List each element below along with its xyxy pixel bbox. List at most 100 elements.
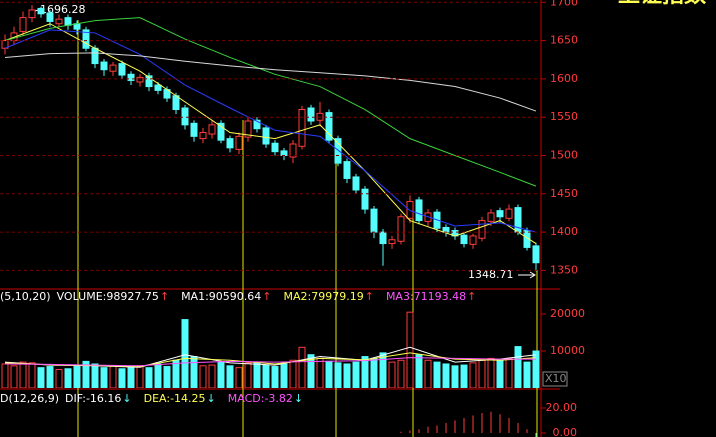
y-tick-label: 1500 bbox=[550, 148, 578, 161]
legend-arrow: ↑ bbox=[467, 290, 476, 303]
y-tick-label: 20.00 bbox=[546, 401, 578, 414]
legend-text: MA1:90590.64 bbox=[181, 290, 261, 303]
candle-body bbox=[145, 75, 153, 88]
ma-line bbox=[4, 29, 537, 233]
candle-body bbox=[82, 29, 90, 49]
candle-body bbox=[190, 122, 198, 137]
ma-line bbox=[4, 357, 536, 367]
volume-bar bbox=[451, 365, 459, 388]
volume-bar bbox=[478, 359, 486, 388]
legend-arrow: ↓ bbox=[294, 392, 303, 405]
volume-bar bbox=[136, 365, 144, 388]
volume-bar bbox=[271, 366, 279, 388]
volume-bar bbox=[343, 363, 351, 388]
volume-bar bbox=[154, 363, 162, 388]
legend-text: MA2:79979.19 bbox=[284, 290, 364, 303]
candle-body bbox=[100, 61, 108, 71]
volume-bar bbox=[253, 361, 261, 388]
candle-body bbox=[28, 9, 36, 19]
volume-bar bbox=[109, 365, 117, 388]
candle-body bbox=[415, 199, 423, 222]
legend-arrow: ↑ bbox=[160, 290, 169, 303]
legend-text: DIF:-16.16 bbox=[65, 392, 121, 405]
volume-bar bbox=[28, 362, 36, 388]
candle-body bbox=[469, 235, 477, 245]
macd-panel bbox=[400, 411, 537, 437]
candle-body bbox=[109, 64, 117, 72]
price-panel bbox=[1, 5, 540, 272]
candle-body bbox=[235, 135, 243, 150]
volume-bar bbox=[262, 364, 270, 388]
volume-bar bbox=[505, 357, 513, 388]
candle-body bbox=[307, 107, 315, 122]
y-tick-label: 1450 bbox=[550, 187, 578, 200]
y-tick-label: 0.00 bbox=[553, 426, 578, 437]
candle-body bbox=[343, 161, 351, 179]
candle-body bbox=[460, 234, 468, 245]
candle-body bbox=[361, 188, 369, 210]
candle-body bbox=[217, 122, 225, 141]
candle-body bbox=[199, 132, 207, 140]
candle-body bbox=[280, 150, 288, 156]
volume-bar bbox=[316, 357, 324, 388]
volume-bar bbox=[496, 359, 504, 388]
ma-line bbox=[4, 52, 537, 112]
volume-bar bbox=[406, 311, 414, 388]
candle-body bbox=[244, 120, 252, 138]
candle-body bbox=[478, 220, 486, 239]
candle-body bbox=[118, 63, 126, 76]
candle-body bbox=[64, 17, 72, 26]
volume-bar bbox=[415, 354, 423, 388]
candle-body bbox=[181, 107, 189, 126]
volume-bar bbox=[325, 360, 333, 388]
volume-bar bbox=[199, 365, 207, 388]
low-annotation: 1348.71 bbox=[468, 268, 514, 281]
candle-body bbox=[532, 245, 540, 264]
candle-body bbox=[496, 210, 504, 218]
legend-text: DEA:-14.25 bbox=[144, 392, 206, 405]
unit-box bbox=[542, 371, 568, 387]
candle-body bbox=[442, 226, 450, 233]
candle-body bbox=[379, 231, 387, 245]
legend-text: MACD:-3.82 bbox=[228, 392, 293, 405]
volume-bar bbox=[10, 365, 18, 388]
y-tick-label: 1400 bbox=[550, 225, 578, 238]
volume-bar bbox=[514, 346, 522, 388]
volume-bar bbox=[19, 361, 27, 388]
candle-body bbox=[397, 216, 405, 242]
annotation-arrow bbox=[529, 271, 536, 279]
volume-bar bbox=[46, 366, 54, 388]
legend-text: VOLUME:98927.75 bbox=[57, 290, 159, 303]
candle-body bbox=[127, 73, 135, 81]
volume-bar bbox=[379, 352, 387, 388]
volume-bar bbox=[91, 363, 99, 388]
candle-body bbox=[262, 127, 270, 145]
volume-bar bbox=[100, 367, 108, 388]
candle-body bbox=[334, 138, 342, 164]
volume-bar bbox=[145, 367, 153, 388]
volume-bar bbox=[118, 368, 126, 388]
candle-body bbox=[406, 200, 414, 219]
candle-body bbox=[46, 12, 54, 22]
candle-body bbox=[19, 17, 27, 32]
legend-arrow: ↓ bbox=[207, 392, 216, 405]
volume-bar bbox=[361, 356, 369, 388]
legend-arrow: ↓ bbox=[122, 392, 131, 405]
ma-line bbox=[4, 23, 537, 244]
volume-bar bbox=[487, 357, 495, 388]
volume-bar bbox=[55, 369, 63, 388]
candle-body bbox=[370, 208, 378, 233]
candle-body bbox=[505, 208, 513, 219]
candle-body bbox=[172, 95, 180, 111]
volume-bar bbox=[172, 359, 180, 388]
candle-body bbox=[154, 84, 162, 91]
volume-bar bbox=[334, 362, 342, 388]
volume-bar bbox=[307, 354, 315, 388]
volume-bar bbox=[352, 361, 360, 388]
volume-bar bbox=[226, 365, 234, 388]
candle-body bbox=[271, 142, 279, 153]
y-tick-label: 1550 bbox=[550, 110, 578, 123]
y-tick-label: 1650 bbox=[550, 34, 578, 47]
volume-bar bbox=[244, 362, 252, 388]
indicator-title: D(12,26,9) bbox=[0, 392, 59, 405]
